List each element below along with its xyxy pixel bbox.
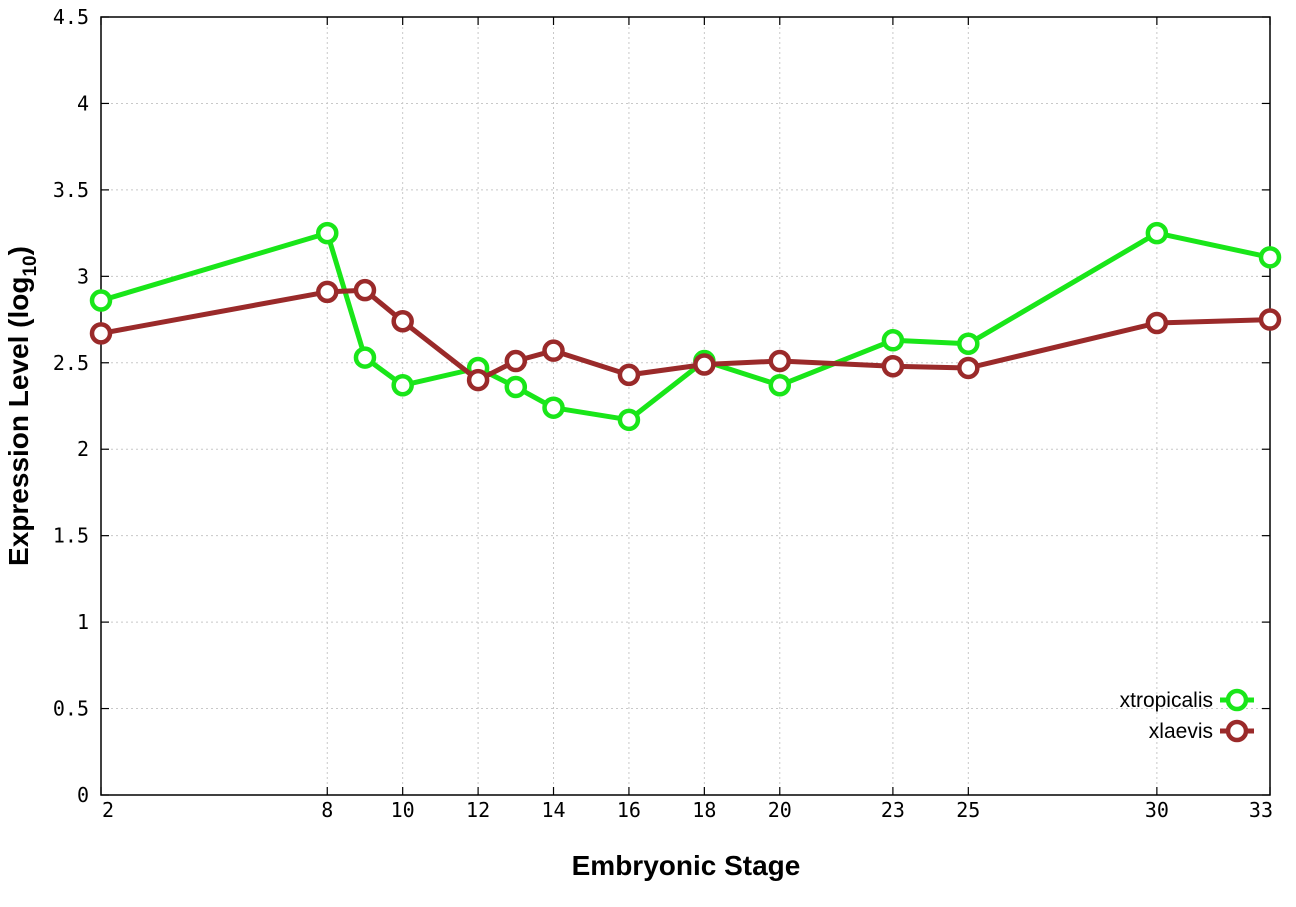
x-tick-label: 18 (692, 798, 716, 822)
grid-lines (101, 17, 1270, 795)
data-point-xtropicalis (353, 346, 377, 369)
data-point-xlaevis (957, 356, 980, 380)
data-point-xlaevis (89, 322, 113, 345)
data-point-xtropicalis (89, 289, 113, 312)
x-tick-label: 23 (881, 798, 905, 822)
data-point-xlaevis (391, 310, 414, 333)
y-tick-label: 0.5 (53, 697, 89, 721)
data-point-xtropicalis (316, 221, 339, 245)
y-tick-label: 2.5 (53, 351, 89, 375)
y-tick-label: 2 (77, 437, 89, 461)
x-tick-label: 33 (1249, 798, 1273, 822)
series-line-xtropicalis (100, 230, 1271, 423)
x-tick-label: 12 (466, 798, 490, 822)
data-point-xlaevis (316, 280, 339, 304)
legend-item-xlaevis: xlaevis (1149, 719, 1254, 743)
data-point-xlaevis (1145, 311, 1169, 335)
x-tick-label: 8 (321, 798, 333, 822)
data-point-xtropicalis (391, 374, 414, 397)
y-tick-label: 0 (77, 783, 89, 807)
data-point-xlaevis (353, 278, 377, 302)
y-axis-title-main: Expression Level (log (3, 277, 34, 566)
data-point-xlaevis (466, 368, 490, 392)
data-point-xtropicalis (1258, 246, 1282, 269)
x-tick-label: 2 (102, 798, 114, 822)
x-axis-title: Embryonic Stage (572, 850, 801, 881)
y-axis-title: Expression Level (log10) (3, 246, 41, 566)
x-tick-label: 20 (768, 798, 792, 822)
axis-ticks: 0 0.5 1 1.5 2 2.5 3 3.5 4 4.5 2 8 10 12 14 16 18 20 23 25 30… (53, 5, 1273, 822)
y-tick-label: 3.5 (53, 178, 89, 202)
data-point-xtropicalis (617, 408, 641, 432)
data-point-xtropicalis (504, 375, 528, 399)
data-point-xlaevis (542, 339, 565, 362)
data-point-xtropicalis (768, 374, 792, 397)
y-axis-title-end: ) (3, 246, 34, 255)
data-point-xtropicalis (881, 329, 905, 352)
legend-item-xtropicalis: xtropicalis (1120, 688, 1254, 712)
x-tick-label: 14 (541, 798, 565, 822)
data-point-xtropicalis (1145, 221, 1169, 245)
plot-frame (100, 16, 1271, 796)
series-xtropicalis (89, 221, 1282, 432)
y-axis-title-subscript: 10 (20, 255, 41, 276)
y-tick-label: 1.5 (53, 524, 89, 548)
x-tick-label: 30 (1145, 798, 1169, 822)
y-tick-label: 3 (77, 264, 89, 288)
legend-label: xtropicalis (1120, 689, 1213, 712)
x-tick-label: 10 (391, 798, 415, 822)
data-point-xlaevis (768, 349, 792, 373)
data-point-xlaevis (881, 354, 905, 378)
data-point-xlaevis (693, 353, 716, 376)
series-line-xlaevis (100, 287, 1271, 383)
y-tick-label: 1 (77, 610, 89, 634)
data-point-xtropicalis (957, 332, 980, 356)
data-point-xlaevis (617, 363, 641, 387)
y-tick-label: 4 (77, 91, 89, 115)
legend-label: xlaevis (1149, 720, 1213, 743)
legend-marker (1225, 719, 1249, 743)
data-point-xlaevis (504, 349, 528, 373)
x-tick-label: 25 (956, 798, 980, 822)
series-xlaevis (89, 278, 1282, 392)
data-point-xlaevis (1258, 308, 1282, 331)
series-lines (89, 221, 1282, 432)
legend-marker (1225, 688, 1249, 712)
data-point-xtropicalis (542, 396, 565, 419)
y-tick-label: 4.5 (53, 5, 89, 29)
x-tick-label: 16 (617, 798, 641, 822)
legend: xtropicalis xlaevis (1120, 688, 1254, 743)
